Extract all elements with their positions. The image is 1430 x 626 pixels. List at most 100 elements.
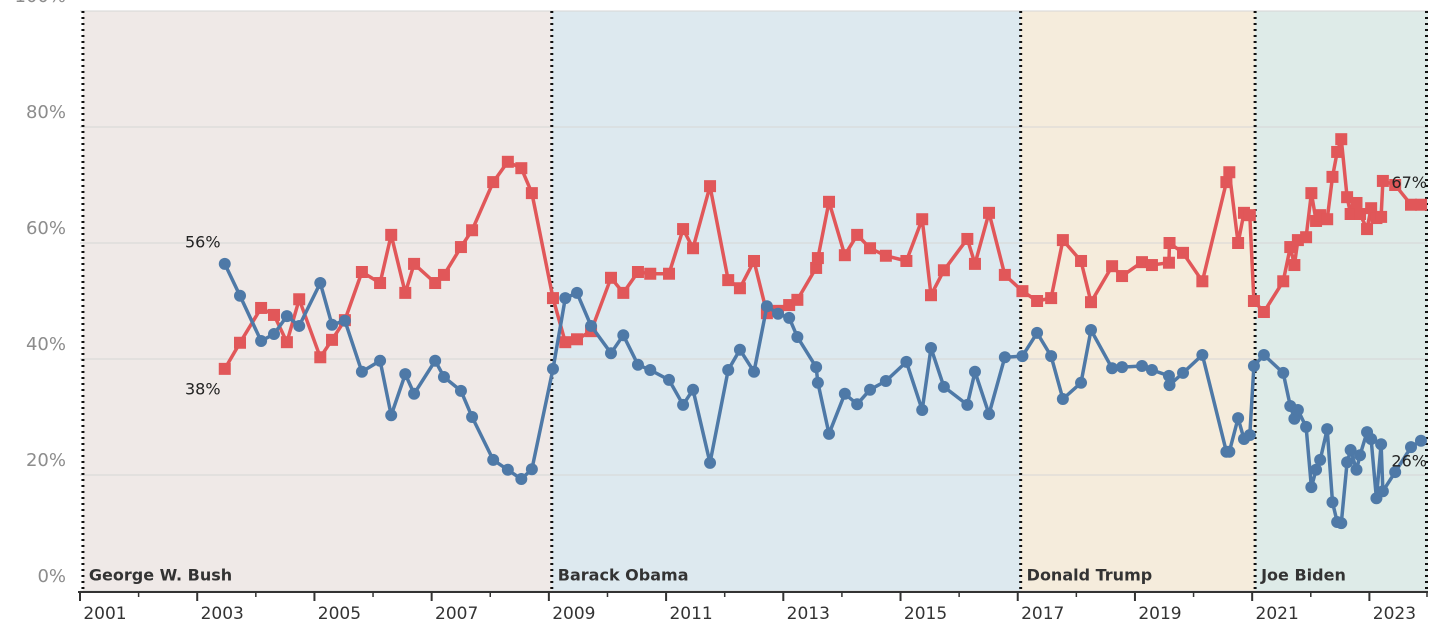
marker [1376, 485, 1389, 498]
marker [280, 310, 293, 323]
marker [924, 341, 937, 354]
marker [1135, 359, 1148, 372]
marker [1031, 326, 1044, 339]
marker [326, 318, 339, 331]
marker [1405, 441, 1418, 454]
y-tick-label: 20% [26, 450, 66, 471]
marker [772, 307, 785, 320]
marker [924, 289, 937, 302]
marker [1232, 412, 1245, 425]
marker [1135, 256, 1148, 269]
marker [1376, 174, 1389, 187]
marker [1163, 379, 1176, 392]
region-label: George W. Bush [89, 566, 232, 585]
marker [280, 336, 293, 349]
marker [1177, 366, 1190, 379]
region-label: Donald Trump [1027, 566, 1153, 585]
marker [314, 351, 327, 364]
marker [1341, 191, 1354, 204]
marker [1361, 223, 1374, 236]
marker [515, 473, 528, 486]
marker [1162, 369, 1175, 382]
marker [677, 223, 690, 236]
marker [559, 292, 572, 305]
marker [677, 398, 690, 411]
value-label: 56% [185, 232, 221, 251]
x-tick-label: 2003 [201, 604, 244, 624]
marker [429, 354, 442, 367]
x-tick-label: 2005 [318, 604, 361, 624]
marker [1056, 393, 1069, 406]
x-tick-label: 2013 [787, 604, 830, 624]
marker [1335, 133, 1348, 146]
marker [823, 427, 836, 440]
marker [1016, 285, 1029, 298]
marker [408, 387, 421, 400]
region [1020, 11, 1256, 591]
marker [1277, 275, 1290, 288]
marker [998, 268, 1011, 281]
marker [1223, 445, 1236, 458]
marker [1056, 234, 1069, 247]
marker [644, 364, 657, 377]
marker [1314, 453, 1327, 466]
marker [604, 347, 617, 360]
marker [1350, 463, 1363, 476]
marker [811, 376, 824, 389]
marker [1305, 187, 1318, 200]
marker [374, 354, 387, 367]
marker [559, 336, 572, 349]
marker [983, 206, 996, 219]
marker [1145, 259, 1158, 272]
marker [267, 328, 280, 341]
marker [355, 365, 368, 378]
marker [733, 343, 746, 356]
marker [1300, 420, 1313, 433]
marker [864, 383, 877, 396]
marker [487, 176, 500, 189]
x-tick-label: 2017 [1021, 604, 1064, 624]
marker [1196, 348, 1209, 361]
marker [1177, 246, 1190, 259]
marker [838, 249, 851, 262]
marker [663, 373, 676, 386]
marker [879, 375, 892, 388]
marker [1031, 295, 1044, 307]
marker [604, 271, 617, 284]
marker [1016, 350, 1029, 363]
marker [1310, 463, 1323, 476]
region [82, 11, 552, 591]
marker [900, 355, 913, 368]
marker [1389, 466, 1402, 479]
marker [1145, 364, 1158, 377]
region [1255, 11, 1428, 591]
marker [314, 277, 327, 290]
marker [525, 463, 538, 476]
marker [234, 336, 247, 349]
marker [1243, 209, 1256, 222]
marker [1365, 433, 1378, 446]
marker [255, 301, 268, 314]
marker [385, 409, 398, 422]
marker [983, 408, 996, 421]
marker [748, 254, 760, 267]
marker [733, 282, 746, 295]
marker [663, 267, 676, 280]
marker [1106, 260, 1119, 273]
marker [385, 228, 398, 241]
marker [961, 398, 974, 411]
marker [255, 335, 268, 348]
marker [810, 361, 823, 374]
marker [585, 319, 598, 332]
marker [1247, 295, 1260, 307]
marker [501, 155, 514, 168]
marker [1354, 449, 1367, 462]
marker [704, 456, 717, 469]
marker [437, 268, 450, 281]
marker [293, 293, 306, 306]
marker [687, 242, 700, 255]
y-tick-label: 100% [15, 0, 66, 7]
marker [811, 252, 824, 265]
marker [810, 261, 823, 274]
